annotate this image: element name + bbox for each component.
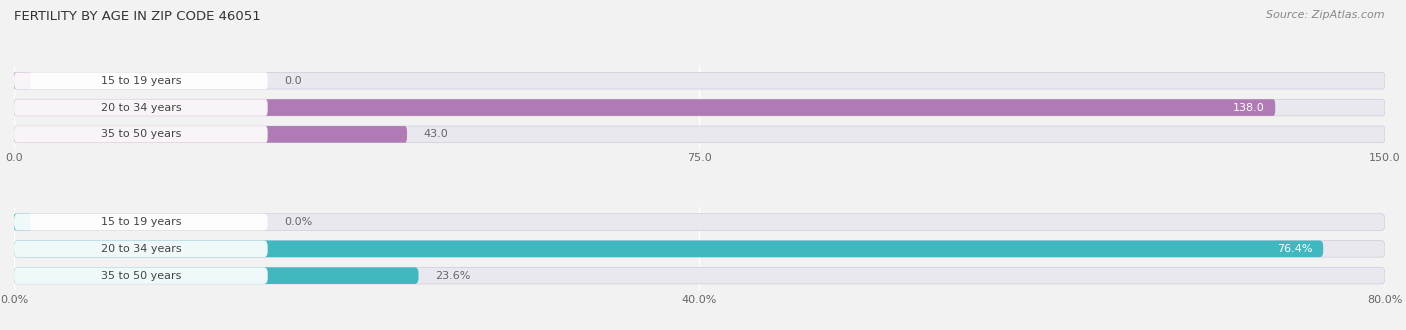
Text: 43.0: 43.0 [423,129,449,139]
Text: 35 to 50 years: 35 to 50 years [101,271,181,280]
FancyBboxPatch shape [14,72,31,89]
FancyBboxPatch shape [14,72,1385,89]
FancyBboxPatch shape [14,241,1323,257]
FancyBboxPatch shape [14,267,267,284]
FancyBboxPatch shape [14,126,1385,143]
Text: 15 to 19 years: 15 to 19 years [101,217,181,227]
FancyBboxPatch shape [14,126,408,143]
FancyBboxPatch shape [14,99,1385,116]
Text: 0.0%: 0.0% [284,217,312,227]
Text: 0.0: 0.0 [284,76,302,86]
FancyBboxPatch shape [14,214,31,230]
FancyBboxPatch shape [14,267,1385,284]
Text: 20 to 34 years: 20 to 34 years [101,244,181,254]
FancyBboxPatch shape [14,214,267,230]
FancyBboxPatch shape [14,72,267,89]
Text: Source: ZipAtlas.com: Source: ZipAtlas.com [1267,10,1385,20]
FancyBboxPatch shape [14,241,267,257]
FancyBboxPatch shape [14,126,267,143]
FancyBboxPatch shape [14,99,1275,116]
FancyBboxPatch shape [14,99,267,116]
Text: 76.4%: 76.4% [1277,244,1312,254]
FancyBboxPatch shape [14,214,1385,230]
FancyBboxPatch shape [14,241,1385,257]
Text: 15 to 19 years: 15 to 19 years [101,76,181,86]
Text: 23.6%: 23.6% [434,271,470,280]
Text: 138.0: 138.0 [1233,103,1264,113]
FancyBboxPatch shape [14,267,419,284]
Text: 35 to 50 years: 35 to 50 years [101,129,181,139]
Text: FERTILITY BY AGE IN ZIP CODE 46051: FERTILITY BY AGE IN ZIP CODE 46051 [14,10,260,23]
Text: 20 to 34 years: 20 to 34 years [101,103,181,113]
